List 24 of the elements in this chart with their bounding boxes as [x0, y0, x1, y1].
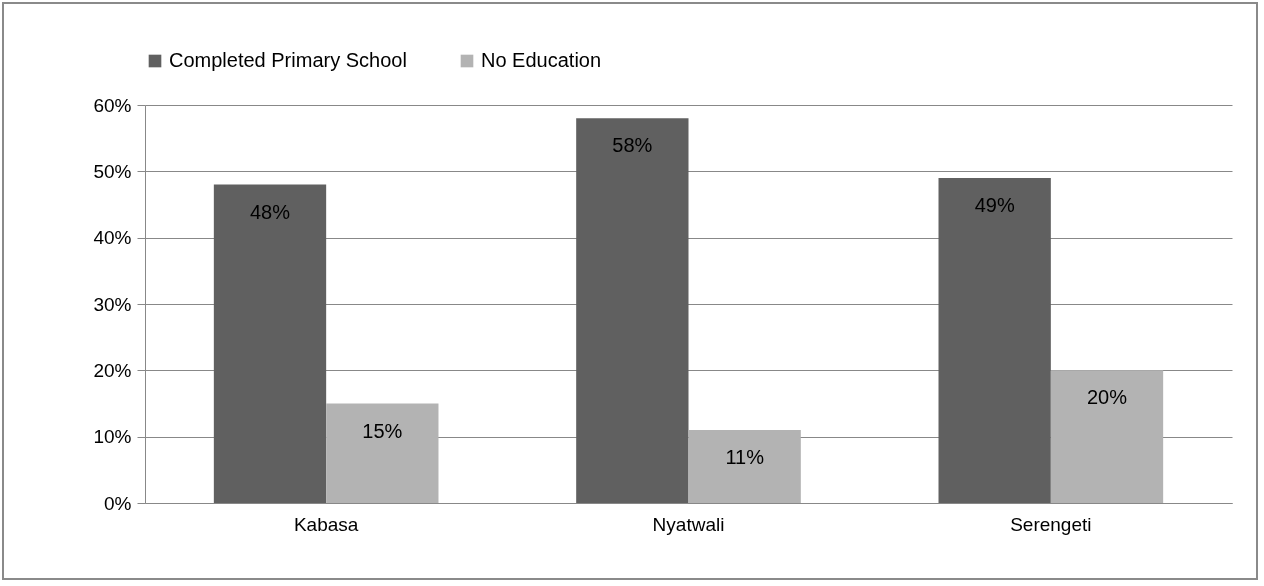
legend-label: Completed Primary School: [169, 49, 407, 71]
data-label: 20%: [1086, 386, 1128, 409]
y-tick-label: 50%: [93, 160, 132, 182]
x-tick-label: Kabasa: [293, 513, 359, 535]
data-label: 58%: [612, 134, 653, 157]
bar: [326, 403, 439, 503]
y-tick-label: 10%: [93, 426, 132, 448]
legend-label: No Education: [481, 49, 602, 71]
y-tick-label: 20%: [93, 359, 132, 381]
bar: [576, 118, 689, 503]
bar: [938, 177, 1051, 503]
data-label: 48%: [249, 200, 291, 223]
x-tick-label: Serengeti: [1010, 513, 1092, 535]
data-label: 15%: [362, 419, 403, 442]
bar: [1050, 370, 1164, 503]
data-label: 49%: [974, 193, 1015, 216]
bar: [213, 184, 327, 503]
data-label: 11%: [725, 446, 765, 469]
y-tick-label: 60%: [93, 94, 132, 116]
y-tick-label: 30%: [93, 293, 132, 315]
y-tick-label: 0%: [104, 492, 132, 514]
y-tick-label: 40%: [93, 227, 132, 249]
x-tick-label: Nyatwali: [652, 513, 725, 535]
bar: [688, 430, 801, 503]
